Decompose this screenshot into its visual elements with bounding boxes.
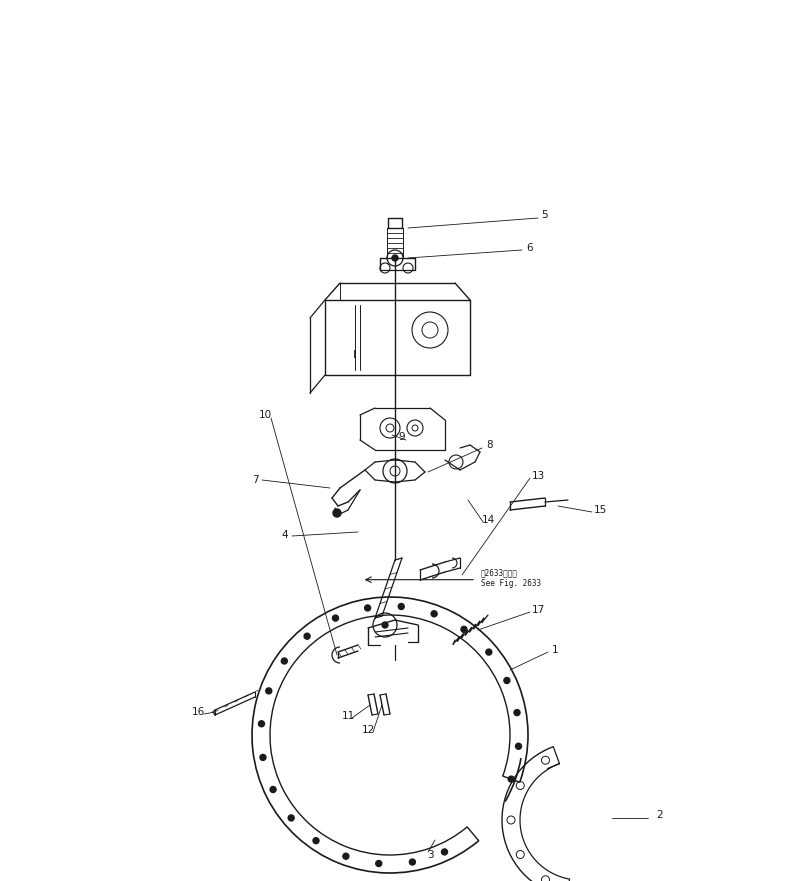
Text: 15: 15	[593, 505, 607, 515]
Text: 第2633図参照
See Fig. 2633: 第2633図参照 See Fig. 2633	[481, 568, 541, 588]
Circle shape	[288, 815, 294, 821]
Circle shape	[313, 838, 319, 844]
Text: 11: 11	[341, 711, 355, 721]
Circle shape	[281, 658, 287, 664]
Circle shape	[441, 849, 448, 855]
Circle shape	[376, 861, 382, 867]
Circle shape	[508, 776, 514, 782]
Circle shape	[486, 649, 492, 655]
Text: 6: 6	[526, 243, 533, 253]
Text: 7: 7	[252, 475, 258, 485]
Circle shape	[504, 677, 510, 684]
Circle shape	[333, 509, 341, 517]
Text: I: I	[353, 350, 357, 360]
Circle shape	[332, 615, 339, 621]
Circle shape	[392, 255, 398, 261]
Circle shape	[260, 754, 266, 760]
Text: 3: 3	[427, 850, 433, 860]
Text: 9: 9	[398, 432, 405, 442]
Circle shape	[515, 744, 522, 749]
Text: 17: 17	[531, 605, 545, 615]
Circle shape	[409, 859, 416, 865]
Circle shape	[365, 605, 370, 611]
Circle shape	[461, 626, 467, 633]
Circle shape	[431, 611, 437, 617]
Text: 2: 2	[657, 810, 663, 820]
Text: 14: 14	[482, 515, 494, 525]
Circle shape	[304, 633, 310, 640]
Circle shape	[514, 709, 520, 715]
Text: 10: 10	[258, 410, 272, 420]
Circle shape	[398, 603, 404, 610]
Text: 8: 8	[487, 440, 494, 450]
Circle shape	[343, 853, 349, 859]
Text: 5: 5	[541, 210, 549, 220]
Text: 12: 12	[362, 725, 374, 735]
Circle shape	[258, 721, 265, 727]
Text: 16: 16	[192, 707, 204, 717]
Circle shape	[270, 787, 276, 793]
Text: 1: 1	[552, 645, 558, 655]
Text: 13: 13	[531, 471, 545, 481]
Circle shape	[266, 688, 272, 694]
Text: 4: 4	[281, 530, 289, 540]
Circle shape	[382, 622, 388, 628]
